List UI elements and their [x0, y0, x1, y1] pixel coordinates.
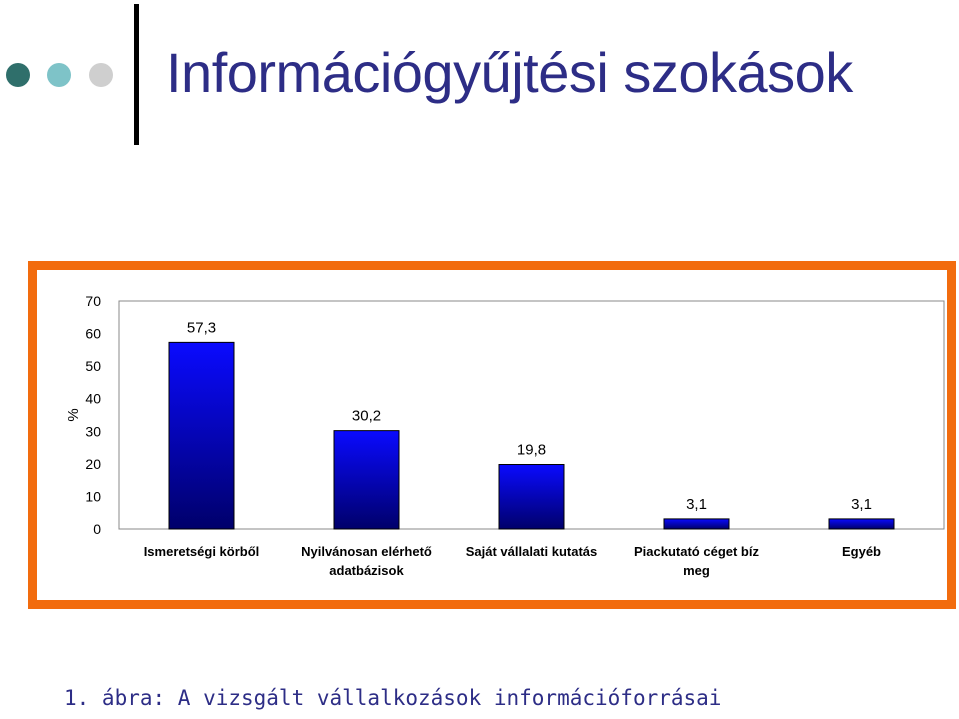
- category-label: Ismeretségi körből: [144, 544, 260, 559]
- y-tick-label: 70: [85, 293, 101, 309]
- y-tick-label: 10: [85, 488, 101, 504]
- y-tick-label: 0: [93, 521, 101, 537]
- chart-frame: 0 10 20 30 40 50 60 70% 57,3 Ismeretségi körből 30…: [28, 261, 956, 609]
- bar: [663, 518, 730, 530]
- data-label: 30,2: [352, 408, 381, 425]
- data-label: 3,1: [686, 496, 707, 513]
- bar: [168, 341, 235, 530]
- y-tick-label: 40: [85, 391, 101, 407]
- category-label: meg: [683, 563, 710, 578]
- y-tick-label: 50: [85, 358, 101, 374]
- bar: [828, 518, 895, 530]
- category-label: Piackutató céget bíz: [634, 544, 759, 559]
- category-label: Nyilvánosan elérhető: [301, 544, 432, 559]
- y-tick-label: 30: [85, 423, 101, 439]
- y-tick-label: 20: [85, 456, 101, 472]
- bar: [498, 464, 565, 530]
- title-divider: [134, 4, 139, 145]
- y-tick-label: 60: [85, 326, 101, 342]
- category-label: Saját vállalati kutatás: [466, 544, 598, 559]
- data-label: 3,1: [851, 496, 872, 513]
- data-label: 57,3: [187, 319, 216, 336]
- decor-dot-dark: [6, 63, 30, 87]
- category-label: adatbázisok: [329, 563, 404, 578]
- data-label: 19,8: [517, 442, 546, 459]
- slide-title: Információgyűjtési szokások: [166, 41, 853, 104]
- category-label: Egyéb: [842, 544, 881, 559]
- figure-caption: 1. ábra: A vizsgált vállalkozások inform…: [64, 686, 722, 710]
- y-axis-label: %: [65, 408, 82, 421]
- bar-chart: 0 10 20 30 40 50 60 70% 57,3 Ismeretségi körből 30…: [65, 293, 945, 578]
- decor-dot-light: [47, 63, 71, 87]
- bar: [333, 430, 400, 530]
- decor-dot-gray: [89, 63, 113, 87]
